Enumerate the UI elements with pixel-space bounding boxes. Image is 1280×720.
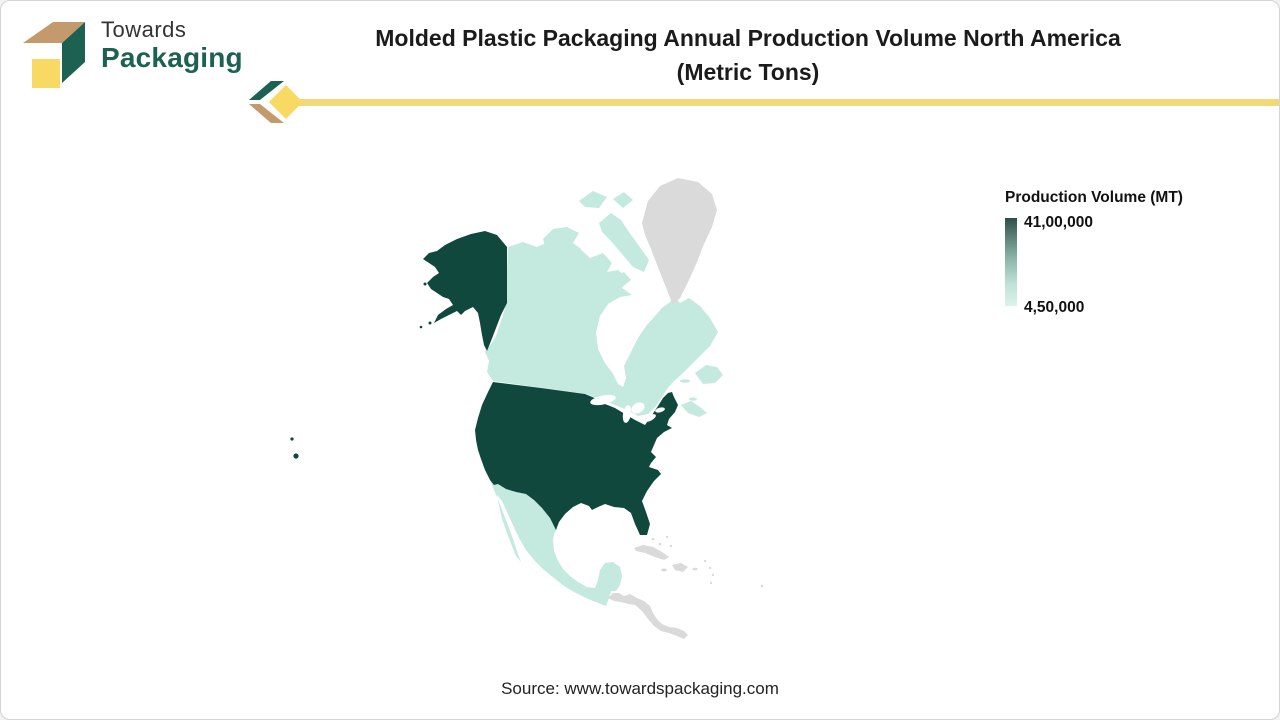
atlantic-canada-islands: [680, 365, 723, 417]
logo-word-packaging: Packaging: [101, 42, 243, 73]
title-line-2: (Metric Tons): [676, 59, 820, 85]
page-title: Molded Plastic Packaging Annual Producti…: [217, 21, 1279, 89]
arctic-islands: [543, 191, 649, 288]
caribbean-islands: [634, 535, 764, 588]
legend: Production Volume (MT) 41,00,000 4,50,00…: [1005, 189, 1235, 315]
title-divider: [245, 81, 1279, 123]
great-lakes: [590, 394, 665, 423]
legend-max-label: 41,00,000: [1024, 214, 1093, 231]
legend-title: Production Volume (MT): [1005, 189, 1183, 206]
logo: Towards Packaging: [15, 13, 243, 93]
title-line-1: Molded Plastic Packaging Annual Producti…: [375, 25, 1121, 51]
mexico-region: [490, 480, 622, 606]
alaska-region: [423, 231, 507, 351]
divider-graphic: [248, 81, 1279, 123]
logo-word-towards: Towards: [101, 17, 187, 42]
box-icon: [23, 22, 85, 88]
greenland-region: [642, 178, 717, 305]
source-text: Source: www.towardspackaging.com: [501, 679, 779, 698]
central-america-region: [608, 593, 688, 639]
canada-region: [485, 240, 718, 416]
legend-gradient-bar: [1005, 218, 1017, 306]
legend-min-label: 4,50,000: [1024, 298, 1085, 316]
hawaii-islands: [290, 282, 432, 459]
